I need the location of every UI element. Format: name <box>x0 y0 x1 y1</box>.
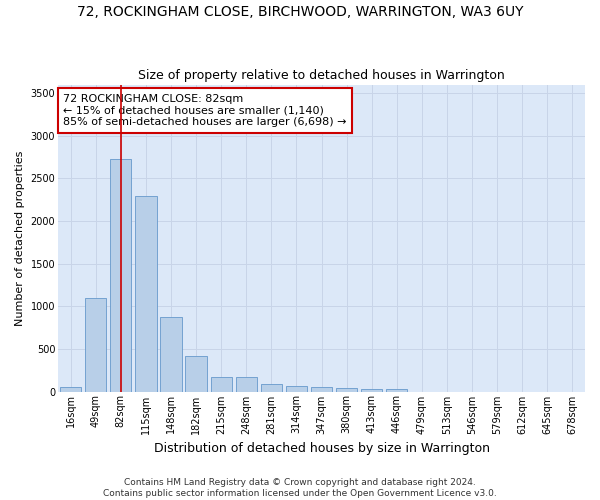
Bar <box>160 318 182 392</box>
Bar <box>311 388 332 392</box>
Bar <box>336 388 357 392</box>
Bar <box>386 390 407 392</box>
Bar <box>185 356 207 392</box>
Bar <box>60 387 81 392</box>
Bar <box>236 378 257 392</box>
Bar <box>85 298 106 392</box>
X-axis label: Distribution of detached houses by size in Warrington: Distribution of detached houses by size … <box>154 442 490 455</box>
Bar <box>286 386 307 392</box>
Bar <box>110 158 131 392</box>
Text: 72 ROCKINGHAM CLOSE: 82sqm
← 15% of detached houses are smaller (1,140)
85% of s: 72 ROCKINGHAM CLOSE: 82sqm ← 15% of deta… <box>64 94 347 127</box>
Text: Contains HM Land Registry data © Crown copyright and database right 2024.
Contai: Contains HM Land Registry data © Crown c… <box>103 478 497 498</box>
Title: Size of property relative to detached houses in Warrington: Size of property relative to detached ho… <box>138 69 505 82</box>
Bar <box>211 377 232 392</box>
Bar <box>260 384 282 392</box>
Bar <box>361 389 382 392</box>
Bar <box>135 196 157 392</box>
Y-axis label: Number of detached properties: Number of detached properties <box>15 150 25 326</box>
Text: 72, ROCKINGHAM CLOSE, BIRCHWOOD, WARRINGTON, WA3 6UY: 72, ROCKINGHAM CLOSE, BIRCHWOOD, WARRING… <box>77 5 523 19</box>
